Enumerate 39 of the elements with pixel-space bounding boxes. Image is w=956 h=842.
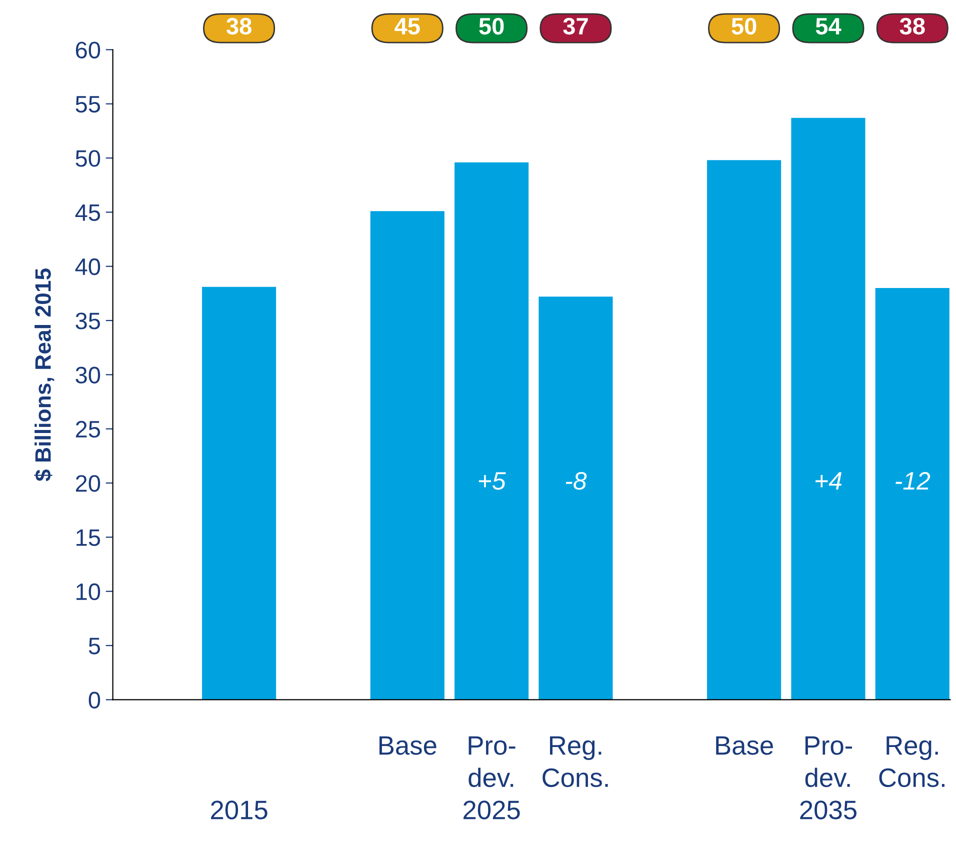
y-tick-label: 10 bbox=[76, 583, 100, 600]
annotation: -12 bbox=[896, 472, 930, 490]
bar bbox=[707, 160, 782, 700]
y-tick-label: 50 bbox=[76, 150, 100, 167]
text: 38 bbox=[900, 18, 925, 35]
x-tick-label: Pro- dev. 2035 bbox=[800, 736, 856, 820]
bar bbox=[370, 211, 444, 700]
x-tick-label: Reg. Cons. bbox=[879, 736, 944, 788]
y-tick-label: 55 bbox=[76, 96, 100, 113]
x-tick-label: Reg. Cons. bbox=[542, 736, 608, 788]
y-tick-label: 30 bbox=[76, 366, 100, 384]
text: 50 bbox=[479, 18, 504, 35]
y-tick-label: 0 bbox=[88, 692, 100, 708]
y-tick-label: 25 bbox=[76, 420, 100, 438]
text: 37 bbox=[563, 18, 588, 35]
bar bbox=[454, 162, 529, 700]
text: 54 bbox=[816, 18, 842, 35]
y-tick-label: 35 bbox=[76, 312, 100, 330]
y-tick-label: 60 bbox=[76, 42, 100, 58]
bar bbox=[875, 288, 950, 700]
bar bbox=[202, 286, 276, 700]
annotation: -8 bbox=[566, 472, 587, 490]
text: 38 bbox=[226, 18, 252, 35]
text: 45 bbox=[394, 18, 420, 35]
y-tick-label: 20 bbox=[76, 475, 100, 492]
x-tick-label: Base bbox=[716, 736, 773, 755]
x-tick-label: Base bbox=[379, 736, 436, 755]
bar bbox=[791, 118, 866, 700]
bar bbox=[538, 296, 613, 700]
y-axis-title: $ Billions, Real 2015 bbox=[34, 268, 54, 482]
annotation: +4 bbox=[816, 472, 842, 490]
y-tick-label: 15 bbox=[76, 530, 100, 546]
text: 50 bbox=[732, 18, 756, 35]
text: 2015 bbox=[211, 800, 268, 820]
x-tick-label: Pro- dev. 2025 bbox=[464, 736, 520, 820]
y-tick-label: 40 bbox=[75, 258, 100, 276]
annotation: +5 bbox=[478, 472, 506, 490]
y-tick-label: 5 bbox=[88, 638, 100, 654]
y-tick-label: 45 bbox=[75, 204, 100, 221]
